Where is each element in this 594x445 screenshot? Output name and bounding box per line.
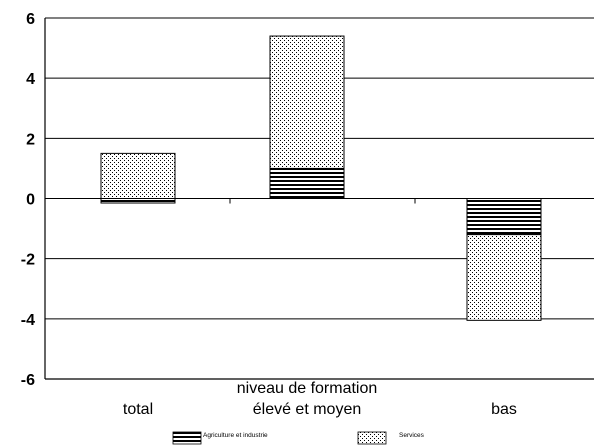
bars	[100, 35, 542, 321]
legend-label: Services	[399, 432, 425, 439]
category-labels: total élevé et moyen bas	[123, 401, 517, 418]
legend: Agriculture et industrie Services	[172, 431, 425, 445]
category-label: élevé et moyen	[253, 401, 362, 418]
y-tick-label: 4	[26, 71, 35, 88]
category-group-label: niveau de formation	[237, 380, 378, 397]
y-tick-labels: 6 4 2 0 -2 -4 -6	[21, 11, 35, 389]
y-tick-label: 6	[26, 11, 35, 28]
y-tick-label: 0	[26, 192, 35, 209]
bar-horizontal-lines	[100, 198, 176, 204]
bar-dots	[466, 234, 542, 321]
legend-label: Agriculture et industrie	[203, 432, 268, 439]
category-label: bas	[491, 401, 517, 418]
y-tick-label: -2	[21, 252, 35, 269]
bar-dots	[100, 152, 176, 199]
legend-swatch	[357, 431, 387, 445]
bar-horizontal-lines	[466, 198, 542, 236]
category-label: total	[123, 401, 153, 418]
bar-dots	[269, 35, 345, 169]
bar-horizontal-lines	[269, 167, 345, 200]
y-tick-label: -6	[21, 372, 35, 389]
y-tick-label: -4	[21, 312, 35, 329]
legend-swatch	[172, 431, 202, 445]
y-tick-label: 2	[26, 131, 35, 148]
axes	[44, 18, 594, 380]
